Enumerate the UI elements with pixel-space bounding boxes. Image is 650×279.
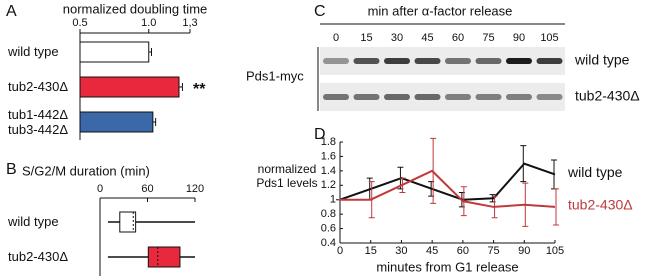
error-bar	[152, 118, 157, 126]
bar	[79, 76, 180, 98]
y-tick-label: 1.2	[321, 179, 336, 191]
x-tick-label: 60	[457, 245, 469, 257]
x-tick-label: 30	[395, 245, 407, 257]
series-line	[339, 162, 556, 201]
lane-label: 30	[391, 32, 403, 44]
significance: **	[193, 81, 206, 98]
lane-label: 105	[540, 32, 558, 44]
lane-label: 0	[333, 32, 339, 44]
x-tick-label: 15	[365, 245, 377, 257]
row-label: wild type	[574, 52, 630, 68]
blot-band	[414, 58, 441, 64]
panel-letter: D	[314, 126, 326, 143]
box	[119, 211, 137, 233]
legend-label: tub2-430Δ	[568, 197, 633, 213]
y-tick-label: 0.8	[321, 208, 336, 220]
chart-title: normalized doubling time	[63, 1, 208, 16]
x-tick-label: 0	[97, 183, 103, 195]
y-tick-label: 0.4	[321, 237, 336, 249]
blot-band	[475, 58, 502, 64]
lane-label: 75	[482, 32, 494, 44]
series-line	[340, 169, 556, 208]
blot-band	[353, 94, 380, 100]
panel-letter: C	[314, 3, 326, 20]
y-tick-label: 0.6	[321, 222, 336, 234]
x-tick-label: 90	[518, 245, 530, 257]
x-tick-label: 0	[337, 245, 343, 257]
y-tick-label: 1	[330, 194, 336, 206]
lane-label: 60	[452, 32, 464, 44]
x-tick-label: 0.5	[72, 17, 87, 29]
x-tick-label: 105	[546, 245, 564, 257]
y-axis-label: normalized Pds1 levels	[256, 162, 318, 190]
blot-band	[353, 58, 380, 64]
x-tick-label: 120	[186, 183, 204, 195]
box	[147, 246, 181, 268]
y-tick-label: 1.4	[321, 165, 336, 177]
panel-letter: A	[6, 3, 17, 20]
legend-label: wild type	[567, 164, 623, 180]
blot-band	[506, 58, 532, 64]
error-bar	[148, 48, 152, 56]
blot-band	[323, 58, 349, 64]
blot-band	[445, 58, 471, 64]
blot-title: min after α-factor release	[368, 3, 513, 18]
x-axis-label: minutes from G1 release	[376, 259, 518, 274]
category-label: tub2-430Δ	[8, 249, 69, 264]
x-tick-label: 60	[141, 183, 153, 195]
panel-letter: B	[6, 161, 17, 178]
category-label: tub1-442Δ tub3-442Δ	[8, 107, 69, 137]
blot-band	[536, 58, 563, 64]
lane-label: 15	[360, 32, 372, 44]
x-tick-label: 45	[426, 245, 438, 257]
chart-title: S/G2/M duration (min)	[22, 163, 150, 178]
blot-band	[384, 94, 410, 100]
category-label: wild type	[8, 44, 59, 59]
y-tick-label: 1.8	[321, 136, 336, 148]
blot-band	[475, 94, 502, 100]
blot-band	[506, 94, 532, 100]
blot-band	[414, 94, 441, 100]
blot-band	[323, 94, 349, 100]
lane-label: 45	[421, 32, 433, 44]
x-tick-label: 75	[487, 245, 499, 257]
y-tick-label: 1.6	[321, 150, 336, 162]
x-tick-label: 1.0	[141, 17, 156, 29]
error-bar	[553, 188, 559, 226]
antibody-label: Pds1-myc	[246, 68, 304, 83]
row-label: tub2-430Δ	[575, 88, 640, 104]
bar	[79, 111, 154, 133]
x-tick-label: 1,3	[182, 17, 197, 29]
lane-label: 90	[513, 32, 525, 44]
blot-band	[384, 58, 410, 64]
blot-band	[445, 94, 471, 100]
blot-band	[536, 94, 563, 100]
category-label: wild type	[8, 214, 59, 229]
category-label: tub2-430Δ	[8, 79, 69, 94]
error-bar	[179, 83, 183, 91]
bar	[79, 41, 150, 63]
